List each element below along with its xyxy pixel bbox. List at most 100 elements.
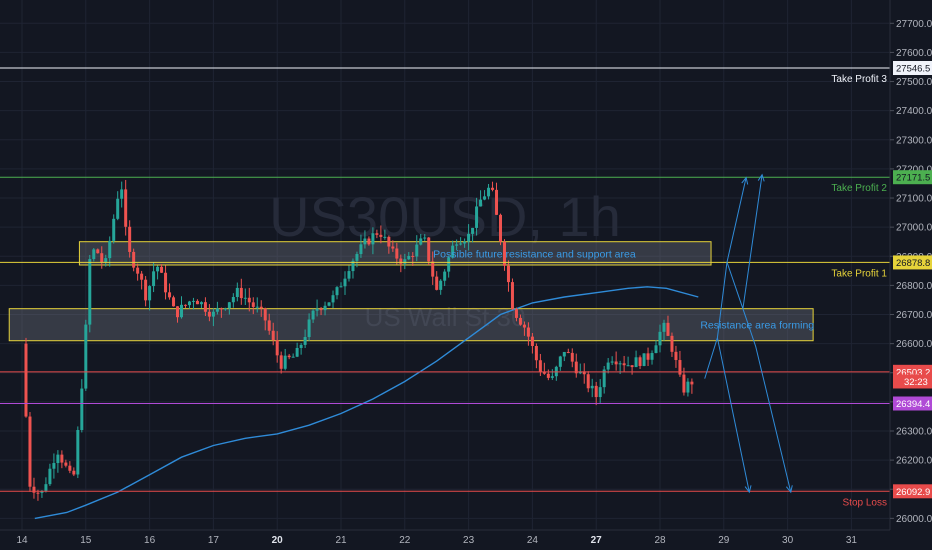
level-tag-bg-0 bbox=[893, 60, 932, 75]
candle-body bbox=[598, 387, 602, 398]
candle-body bbox=[427, 237, 431, 262]
projection-path-2 bbox=[716, 337, 750, 493]
candle-body bbox=[690, 381, 694, 385]
candle-body bbox=[471, 227, 475, 234]
candle-body bbox=[191, 300, 195, 302]
level-tag-3: 26503.2 bbox=[896, 367, 930, 378]
price-tick-label-14: 27400.0 bbox=[896, 106, 932, 117]
candle-body bbox=[363, 238, 367, 245]
candle-body bbox=[172, 297, 176, 307]
candle-body bbox=[491, 187, 495, 190]
candle-body bbox=[526, 327, 530, 337]
candle-body bbox=[48, 468, 52, 485]
candle-body bbox=[120, 189, 124, 199]
candle-body bbox=[176, 306, 180, 318]
candle-body bbox=[311, 310, 315, 320]
candle-body bbox=[439, 280, 443, 290]
price-tick-label-17: 27700.0 bbox=[896, 19, 932, 30]
candle-body bbox=[84, 324, 88, 389]
candle-body bbox=[128, 226, 132, 252]
countdown-tag-bg bbox=[893, 374, 932, 389]
level-tag-bg-1 bbox=[893, 170, 932, 185]
candle-body bbox=[148, 286, 152, 301]
candle-body bbox=[335, 287, 339, 296]
candle-body bbox=[499, 214, 502, 242]
candle-body bbox=[160, 266, 164, 273]
candle-body bbox=[56, 454, 60, 464]
candle-body bbox=[88, 259, 92, 325]
candle-body bbox=[602, 369, 606, 388]
candle-body bbox=[403, 259, 407, 264]
candle-body bbox=[447, 257, 451, 272]
candle-body bbox=[251, 302, 255, 307]
time-tick-label-4: 20 bbox=[272, 535, 284, 546]
projection-path-0 bbox=[704, 177, 747, 379]
price-tick-label-3: 26300.0 bbox=[896, 426, 932, 437]
candle-body bbox=[267, 320, 271, 331]
candle-body bbox=[52, 463, 56, 469]
candle-body bbox=[319, 308, 323, 311]
candle-body bbox=[618, 363, 622, 365]
candle-body bbox=[666, 322, 670, 336]
candle-body bbox=[550, 376, 554, 378]
candle-body bbox=[506, 265, 510, 283]
candle-body bbox=[658, 331, 662, 346]
candle-body bbox=[407, 255, 411, 260]
candle-body bbox=[682, 374, 686, 393]
candle-body bbox=[223, 308, 227, 310]
projection-layer: Possible future resistance and support a… bbox=[433, 173, 814, 494]
candle-body bbox=[295, 347, 299, 357]
candle-body bbox=[108, 240, 112, 259]
price-axis-background bbox=[890, 0, 932, 550]
candle-body bbox=[187, 301, 191, 306]
candle-body bbox=[502, 241, 506, 266]
candle-body bbox=[124, 189, 128, 227]
candle-body bbox=[475, 206, 479, 228]
candle-body bbox=[32, 486, 36, 493]
level-label-0: Take Profit 3 bbox=[831, 74, 887, 85]
candle-body bbox=[36, 492, 40, 494]
level-layer: Take Profit 3 Take Profit 2 Take Profit 1 S… bbox=[0, 67, 890, 508]
candle-body bbox=[638, 357, 642, 366]
price-tick-label-7: 26700.0 bbox=[896, 310, 932, 321]
candle-body bbox=[183, 304, 187, 306]
projection-arrowhead-3 bbox=[785, 485, 793, 494]
moving-average-layer bbox=[34, 286, 699, 520]
candle-body bbox=[156, 266, 160, 272]
candle-body bbox=[395, 248, 399, 259]
candle-body bbox=[558, 356, 562, 367]
candle-body bbox=[283, 355, 287, 369]
candle-body bbox=[399, 258, 403, 264]
candle-body bbox=[92, 249, 96, 260]
level-label-5: Stop Loss bbox=[843, 497, 887, 508]
candle-body bbox=[44, 484, 48, 491]
candle-body bbox=[566, 351, 570, 353]
candle-body bbox=[243, 297, 247, 299]
candle-body bbox=[479, 199, 483, 207]
candle-body bbox=[431, 261, 435, 277]
candle-body bbox=[375, 233, 379, 235]
moving-average-line bbox=[34, 286, 699, 520]
price-tick-label-0: 26000.0 bbox=[896, 514, 932, 525]
candle-body bbox=[136, 267, 140, 274]
price-tick-label-13: 27300.0 bbox=[896, 135, 932, 146]
candle-body bbox=[343, 278, 347, 287]
candle-body bbox=[443, 271, 447, 281]
candle-body bbox=[383, 236, 387, 238]
candle-body bbox=[534, 345, 538, 361]
zone-label-0: Possible future resistance and support a… bbox=[433, 248, 636, 260]
watermark-symbol: US30USD, 1h bbox=[269, 185, 621, 248]
candle-body bbox=[423, 237, 427, 239]
candle-body bbox=[355, 254, 359, 261]
candle-body bbox=[574, 361, 578, 374]
candle-body bbox=[199, 302, 203, 305]
candle-body bbox=[247, 297, 251, 303]
time-tick-label-5: 21 bbox=[335, 535, 347, 546]
candle-body bbox=[495, 189, 499, 215]
candle-body bbox=[60, 454, 64, 463]
candle-body bbox=[287, 355, 291, 358]
price-tick-label-16: 27600.0 bbox=[896, 48, 932, 59]
projection-arrowhead-0 bbox=[741, 176, 749, 185]
